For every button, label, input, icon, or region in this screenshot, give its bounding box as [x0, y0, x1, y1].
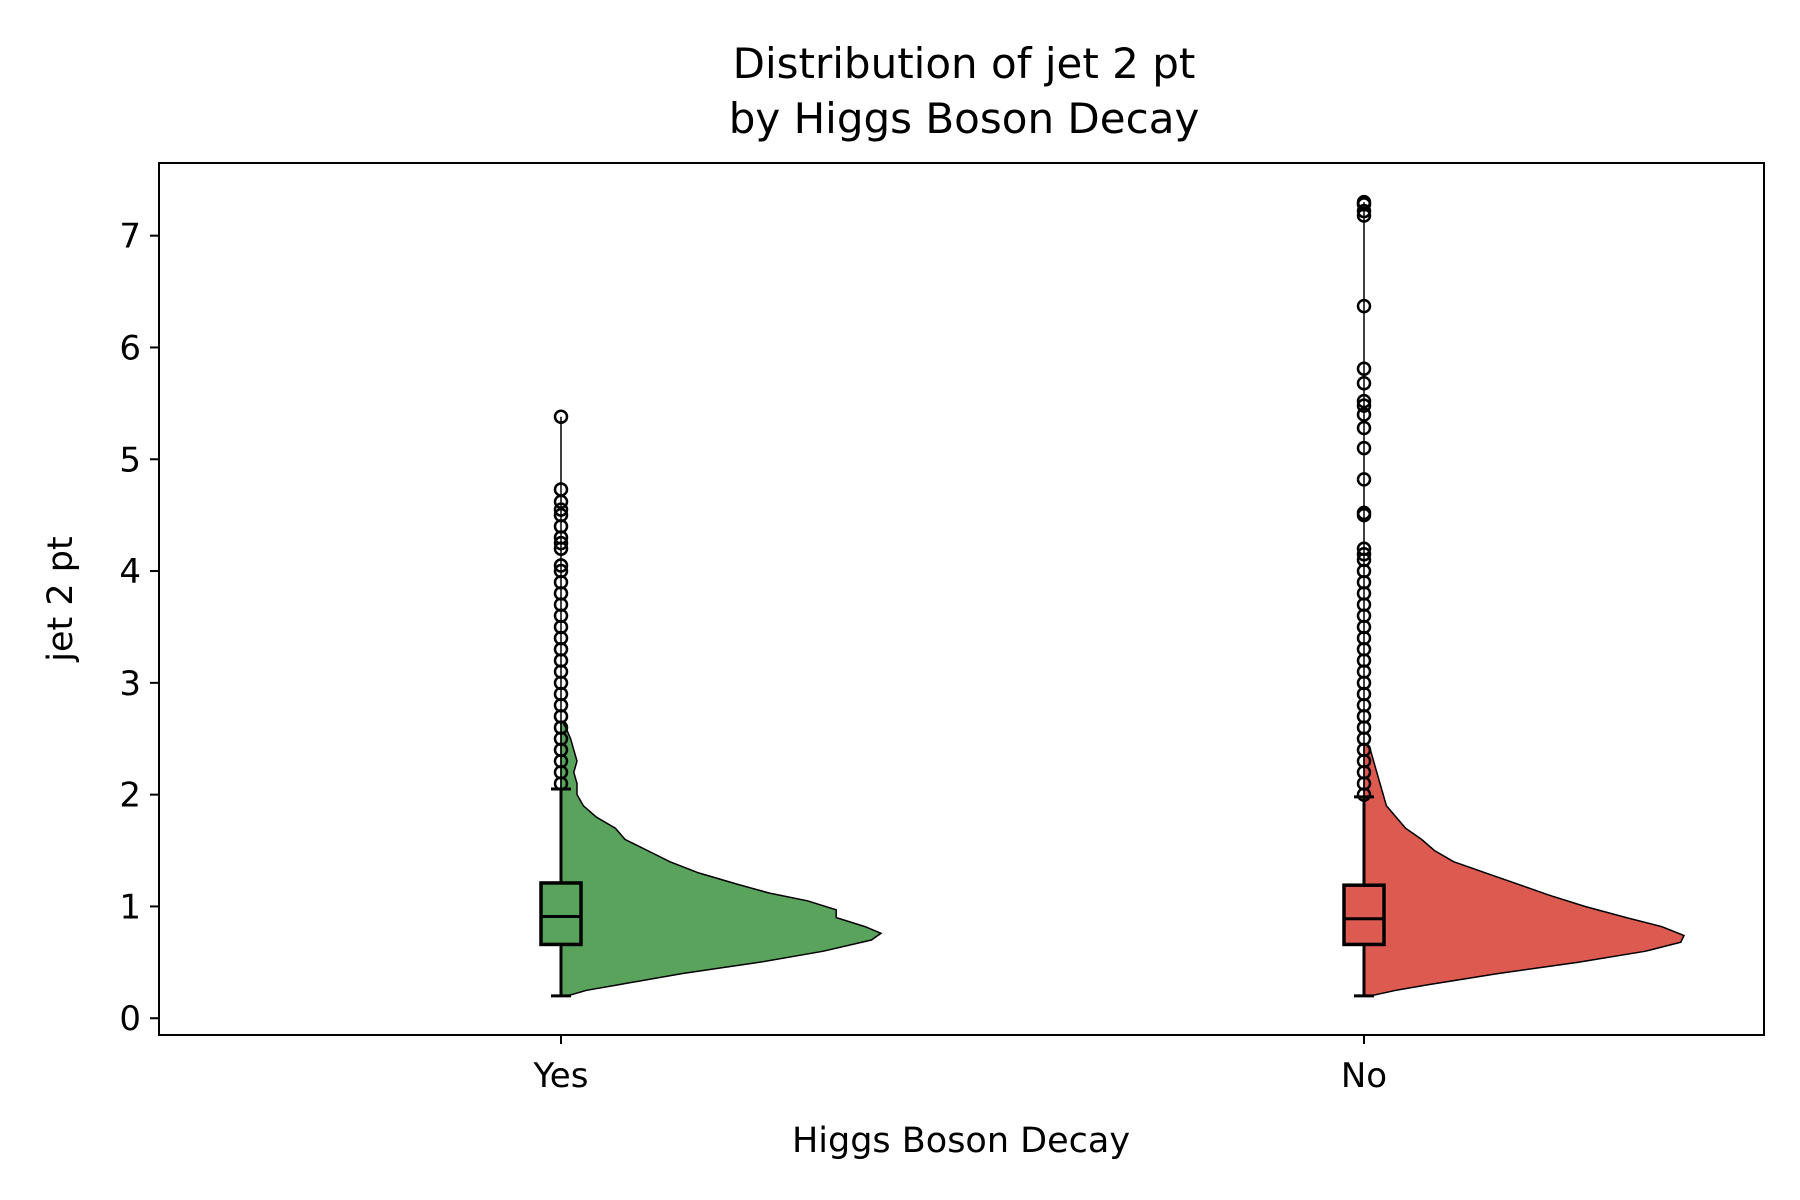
outlier-point-no — [1356, 398, 1372, 413]
outlier-point-yes — [553, 409, 569, 425]
box-no — [1342, 883, 1386, 947]
box-yes — [539, 881, 583, 947]
outlier-point-no — [1356, 194, 1372, 210]
y-tick-label: 3 — [119, 664, 141, 704]
outlier-point-yes — [553, 502, 569, 517]
outlier-point-no — [1356, 375, 1372, 391]
y-tick-label: 6 — [119, 328, 141, 368]
outlier-point-yes — [553, 563, 569, 579]
y-tick-label: 7 — [119, 217, 141, 257]
outlier-point-no — [1356, 472, 1372, 487]
x-tick-label-yes: Yes — [533, 1056, 589, 1096]
chart-title-line-2: by Higgs Boson Decay — [729, 94, 1200, 143]
outlier-point-no — [1356, 361, 1372, 376]
plot-area — [539, 194, 1686, 998]
outlier-point-no — [1356, 298, 1372, 314]
y-axis: 0 1 2 3 4 5 6 7 — [119, 217, 159, 1039]
outlier-point-no — [1356, 393, 1372, 409]
outlier-point-no — [1356, 547, 1372, 562]
outlier-point-no — [1356, 541, 1372, 556]
outlier-point-yes — [553, 507, 569, 523]
outlier-point-no — [1356, 420, 1372, 436]
outlier-point-yes — [553, 482, 569, 497]
y-tick-label: 1 — [119, 887, 141, 927]
chart-title-line-1: Distribution of jet 2 pt — [733, 39, 1196, 88]
outlier-point-yes — [553, 558, 569, 573]
y-tick-label: 4 — [119, 552, 141, 592]
x-tick-label-no: No — [1341, 1056, 1387, 1096]
violin-yes — [560, 721, 883, 997]
x-axis-label: Higgs Boson Decay — [792, 1121, 1130, 1161]
outlier-point-no — [1356, 505, 1372, 521]
outlier-point-no — [1356, 440, 1372, 456]
plot-frame — [158, 162, 1765, 1036]
y-tick-label: 0 — [119, 999, 141, 1039]
y-axis-label: jet 2 pt — [41, 536, 81, 662]
outlier-point-no — [1356, 407, 1372, 422]
outlier-point-yes — [553, 535, 569, 551]
y-tick-label: 2 — [119, 776, 141, 816]
y-tick-label: 5 — [119, 440, 141, 480]
violin-no — [1363, 743, 1686, 997]
x-axis: Yes No — [533, 1035, 1387, 1096]
outlier-point-no — [1356, 203, 1372, 219]
